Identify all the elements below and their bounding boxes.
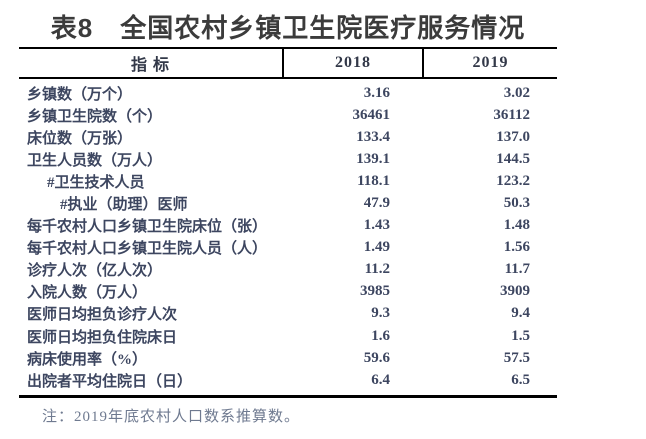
cell-value-2018: 1.49 (363, 239, 390, 256)
cell-value-2018: 1.6 (371, 327, 390, 344)
table-row: 出院者平均住院日（日） 6.4 6.5 (19, 369, 557, 391)
column-header-2018: 2018 (282, 49, 422, 77)
column-header-2019: 2019 (422, 49, 557, 77)
cell-value-2019: 137.0 (496, 128, 530, 145)
cell-value-2019: 123.2 (496, 172, 530, 189)
row-label: 医师日均担负住院床日 (27, 329, 178, 346)
cell-value-2019: 1.48 (503, 217, 530, 234)
cell-value-2019: 9.4 (511, 305, 530, 322)
table-row: 医师日均担负诊疗人次 9.3 9.4 (19, 303, 557, 325)
table-row: 乡镇卫生院数（个） 36461 36112 (19, 104, 557, 126)
cell-value-2019: 3.02 (503, 84, 530, 101)
row-label: 乡镇卫生院数（个） (27, 108, 163, 125)
cell-value-2019: 11.7 (504, 261, 530, 278)
cell-value-2018: 59.6 (363, 349, 390, 366)
column-header-indicator: 指 标 (130, 57, 170, 74)
footnote: 注：2019年底农村人口数系推算数。 (42, 409, 301, 425)
table-row: #执业（助理）医师 47.9 50.3 (19, 192, 557, 214)
table-row: 入院人数（万人） 3985 3909 (19, 281, 557, 303)
row-label: #执业（助理）医师 (60, 197, 188, 214)
cell-value-2018: 118.1 (357, 172, 390, 189)
table-row: 诊疗人次（亿人次） 11.2 11.7 (19, 259, 557, 281)
table-row: 卫生人员数（万人） 139.1 144.5 (19, 148, 557, 170)
statistics-table: 指 标 2018 2019 乡镇数（万个） 3.16 3.02 乡镇卫生院数（个） 36… (19, 47, 557, 399)
table-row: #卫生技术人员 118.1 123.2 (19, 170, 557, 192)
cell-value-2018: 11.2 (364, 261, 390, 278)
cell-value-2019: 3909 (500, 283, 530, 300)
table-row: 乡镇数（万个） 3.16 3.02 (19, 82, 557, 104)
row-label: 出院者平均住院日（日） (27, 373, 193, 390)
table-title: 表8 全国农村乡镇卫生院医疗服务情况 (50, 13, 526, 43)
cell-value-2018: 139.1 (356, 150, 390, 167)
row-label: 医师日均担负诊疗人次 (27, 307, 178, 324)
cell-value-2018: 1.43 (363, 217, 390, 234)
cell-value-2019: 1.56 (503, 239, 530, 256)
cell-value-2018: 133.4 (356, 128, 390, 145)
row-label: 病床使用率（%） (27, 351, 148, 368)
cell-value-2019: 6.5 (511, 371, 530, 388)
table-row: 病床使用率（%） 59.6 57.5 (19, 347, 557, 369)
cell-value-2018: 3985 (360, 283, 390, 300)
row-label: 乡镇数（万个） (27, 86, 133, 103)
table-row: 医师日均担负住院床日 1.6 1.5 (19, 325, 557, 347)
row-label: 每千农村人口乡镇卫生院床位（张） (27, 219, 268, 236)
cell-value-2018: 9.3 (371, 305, 390, 322)
row-label: 入院人数（万人） (27, 285, 148, 302)
cell-value-2019: 57.5 (503, 349, 530, 366)
row-label: #卫生技术人员 (47, 174, 145, 191)
cell-value-2018: 6.4 (371, 371, 390, 388)
cell-value-2018: 47.9 (363, 195, 390, 212)
cell-value-2019: 36112 (493, 106, 530, 123)
table-body: 乡镇数（万个） 3.16 3.02 乡镇卫生院数（个） 36461 36112 床位数（万张… (19, 79, 557, 399)
table-row: 每千农村人口乡镇卫生院床位（张） 1.43 1.48 (19, 215, 557, 237)
row-label: 卫生人员数（万人） (27, 152, 163, 169)
cell-value-2019: 50.3 (503, 195, 530, 212)
table-row: 每千农村人口乡镇卫生院人员（人） 1.49 1.56 (19, 237, 557, 259)
table-row: 床位数（万张） 133.4 137.0 (19, 126, 557, 148)
table-header-row: 指 标 2018 2019 (19, 49, 557, 79)
cell-value-2019: 1.5 (511, 327, 530, 344)
row-label: 床位数（万张） (27, 130, 133, 147)
cell-value-2018: 3.16 (363, 84, 390, 101)
cell-value-2019: 144.5 (496, 150, 530, 167)
cell-value-2018: 36461 (352, 106, 391, 123)
row-label: 每千农村人口乡镇卫生院人员（人） (27, 241, 268, 258)
row-label: 诊疗人次（亿人次） (27, 263, 163, 280)
